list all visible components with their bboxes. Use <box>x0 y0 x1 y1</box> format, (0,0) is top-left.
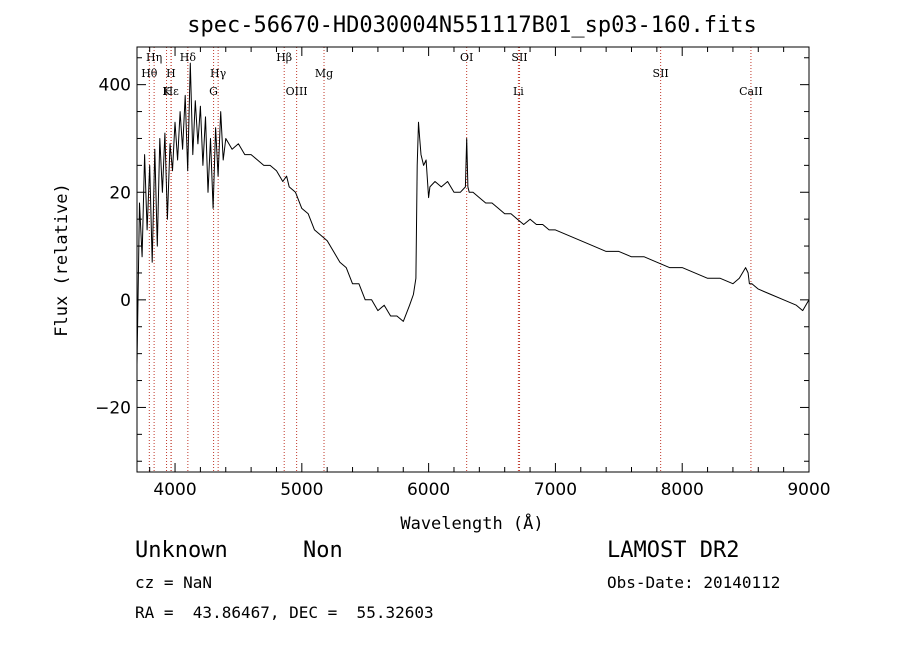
spectral-line-markers: Hη Hθ H HεK Hδ Hγ G Hβ OIII Mg OI SII Li SII CaII <box>141 47 763 472</box>
x-axis-label: Wavelength (Å) <box>400 512 543 534</box>
spectral-line-label: Hγ <box>210 67 227 80</box>
chart-title: spec-56670-HD030004N551117B01_sp03-160.f… <box>187 13 757 38</box>
spectral-line-label: H <box>166 67 176 80</box>
x-tick-label: 5000 <box>280 480 323 500</box>
object-class: Unknown <box>135 538 228 563</box>
x-tick-label: 6000 <box>407 480 450 500</box>
spectral-line-label: Hη <box>146 51 162 64</box>
y-axis-label: Flux (relative) <box>52 183 72 337</box>
coordinates-readout: RA = 43.86467, DEC = 55.32603 <box>135 603 434 622</box>
axes: 4000 5000 6000 7000 8000 9000 −20 0 20 400 <box>95 47 831 500</box>
y-tick-label: 0 <box>120 291 131 311</box>
spectral-line-label: OIII <box>286 85 308 98</box>
survey-name: LAMOST DR2 <box>607 538 740 563</box>
spectrum-chart: spec-56670-HD030004N551117B01_sp03-160.f… <box>52 13 831 534</box>
spectral-line-label: G <box>209 85 218 98</box>
spectral-line-label: SII <box>653 67 669 80</box>
series-layer <box>136 62 810 365</box>
y-tick-label: −20 <box>95 398 131 418</box>
spectral-line-label: CaII <box>739 85 763 98</box>
x-tick-label: 9000 <box>787 480 830 500</box>
spectral-line-label: Mg <box>315 67 333 80</box>
x-tick-label: 7000 <box>534 480 577 500</box>
spectral-line-label: Li <box>513 85 524 98</box>
x-tick-label: 8000 <box>661 480 704 500</box>
spectral-line-label: OI <box>460 51 473 64</box>
spectral-line-label: Hε <box>164 85 180 98</box>
y-tick-label: 20 <box>109 183 131 203</box>
spectral-line-label: Hθ <box>141 67 158 80</box>
series-line-0 <box>136 62 810 365</box>
spectral-line-label: Hβ <box>276 51 292 64</box>
spectral-line-label: K <box>162 85 171 98</box>
observation-date: Obs-Date: 20140112 <box>607 573 781 592</box>
plot-frame <box>136 46 810 473</box>
spectral-line-label: SII <box>511 51 527 64</box>
x-tick-label: 4000 <box>153 480 196 500</box>
redshift-readout: cz = NaN <box>135 573 213 592</box>
object-subclass: Non <box>303 538 343 563</box>
spectral-line-label: Hδ <box>180 51 197 64</box>
y-tick-label: 400 <box>99 76 131 96</box>
